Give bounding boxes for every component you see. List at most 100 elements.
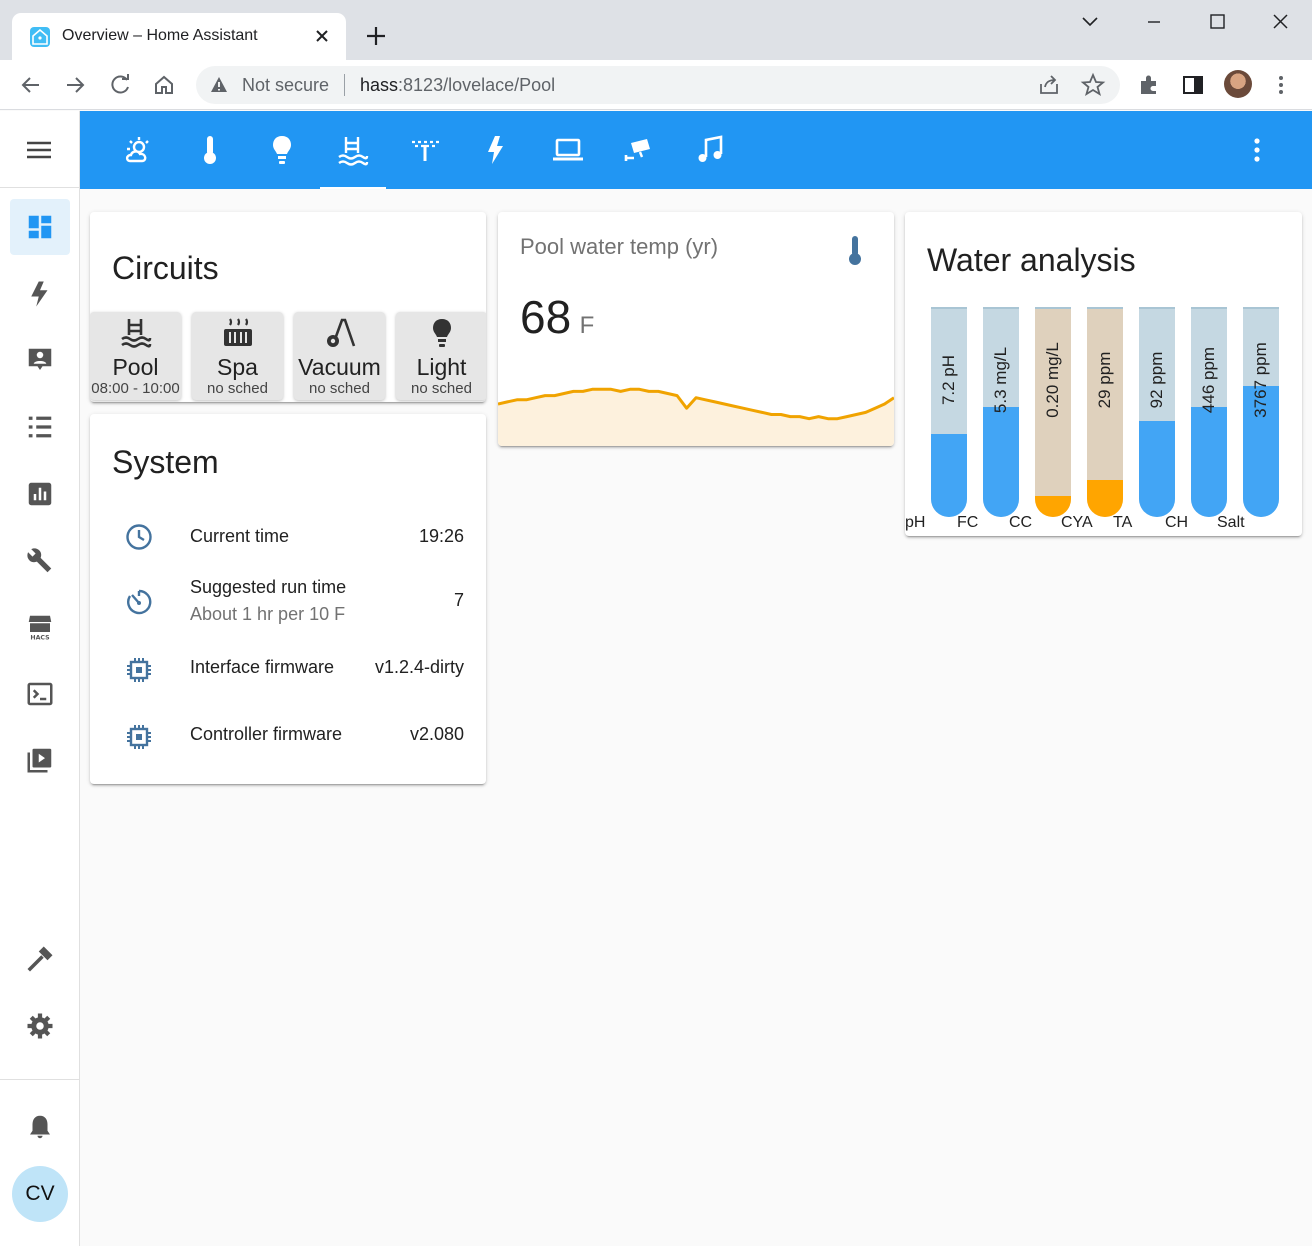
system-row-controller-firmware[interactable]: Controller firmware v2.080 (90, 719, 486, 759)
tab-sprinkler[interactable] (392, 111, 458, 189)
row-sublabel: About 1 hr per 10 F (190, 604, 346, 624)
tab-weather[interactable] (106, 111, 172, 189)
tab-energy[interactable] (463, 111, 529, 189)
close-tab-icon[interactable] (310, 24, 334, 48)
tab-temperature[interactable] (177, 111, 243, 189)
system-title: System (112, 444, 219, 480)
back-icon[interactable] (18, 72, 44, 98)
tube-reading: 3767 ppm (1251, 341, 1270, 418)
hot-tub-icon (224, 318, 252, 346)
browser-tab[interactable]: Overview – Home Assistant (12, 13, 346, 60)
tab-music[interactable] (678, 111, 744, 189)
overflow-menu-icon[interactable] (1240, 133, 1274, 167)
wrench-icon (27, 548, 52, 573)
tube-name: TA (1113, 514, 1133, 531)
tube-fill (1035, 496, 1071, 517)
forward-icon[interactable] (62, 72, 88, 98)
view-header (80, 111, 1312, 189)
sprinkler-icon (412, 140, 439, 161)
tube-name: Salt (1217, 514, 1245, 531)
pool-temp-reading: 68 F (520, 290, 594, 344)
profile-avatar[interactable] (1224, 70, 1252, 98)
side-panel-icon[interactable] (1180, 72, 1206, 98)
pool-icon (338, 137, 369, 166)
test-tube: 92 ppm (1139, 307, 1175, 517)
circuit-button-pool[interactable]: Pool 08:00 - 10:00 (90, 312, 181, 400)
circuit-button-light[interactable]: Light no sched (396, 312, 486, 400)
bookmark-star-icon[interactable] (1080, 72, 1106, 98)
address-bar[interactable]: Not secure hass:8123/lovelace/Pool (196, 66, 1120, 104)
tab-pool[interactable] (320, 111, 386, 189)
hacs-store-icon: HACS (28, 615, 52, 642)
menu-hamburger-icon[interactable] (24, 135, 54, 165)
tube-name: CYA (1061, 514, 1093, 531)
chip-icon (127, 658, 151, 682)
water-analysis-card: Water analysis 7.2 pH pH 5.3 mg/L FC 0.20 mg… (905, 212, 1302, 536)
url-text[interactable]: hass:8123/lovelace/Pool (360, 75, 555, 96)
pool-temp-title: Pool water temp (yr) (520, 234, 719, 259)
system-row-current-time[interactable]: Current time 19:26 (90, 518, 486, 558)
circuit-name: Light (416, 354, 467, 380)
sidebar-item-media[interactable] (10, 732, 70, 788)
circuit-schedule: no sched (411, 380, 472, 397)
sidebar-item-settings[interactable] (10, 998, 70, 1054)
clock-icon (126, 524, 152, 550)
minimize-icon[interactable] (1134, 8, 1174, 36)
sidebar-item-logbook[interactable] (10, 332, 70, 388)
sidebar-item-history[interactable] (10, 399, 70, 455)
cctv-icon (624, 139, 650, 161)
maximize-icon[interactable] (1197, 8, 1237, 36)
hammer-icon (27, 946, 53, 972)
warning-icon[interactable] (210, 76, 228, 94)
vacuum-icon (327, 318, 356, 347)
close-window-icon[interactable] (1260, 8, 1300, 36)
pool-temp-card[interactable]: Pool water temp (yr) 68 F (498, 212, 894, 446)
sidebar-item-terminal[interactable] (10, 666, 70, 722)
temperature-graph[interactable] (498, 362, 894, 446)
extensions-icon[interactable] (1136, 72, 1162, 98)
circuit-name: Vacuum (298, 354, 381, 380)
weather-partly-cloudy-icon (125, 137, 149, 163)
console-icon (27, 682, 53, 706)
play-box-multiple-icon (27, 748, 52, 773)
tab-search-icon[interactable] (1070, 8, 1110, 36)
system-row-suggested-run-time[interactable]: Suggested run time About 1 hr per 10 F 7 (90, 574, 486, 634)
svg-text:HACS: HACS (30, 635, 50, 642)
home-icon[interactable] (151, 72, 177, 98)
url-path: :8123/lovelace/Pool (398, 75, 556, 95)
sidebar-item-overview[interactable] (10, 199, 70, 255)
tube-reading: 29 ppm (1095, 351, 1114, 409)
tube-fill (1087, 479, 1123, 517)
dashboard-icon (28, 215, 52, 239)
share-icon[interactable] (1036, 72, 1062, 98)
sidebar-item-tools[interactable] (10, 533, 70, 589)
circuit-schedule: no sched (309, 380, 370, 397)
tab-cameras[interactable] (606, 111, 672, 189)
circuit-schedule: 08:00 - 10:00 (91, 380, 180, 397)
circuit-button-spa[interactable]: Spa no sched (192, 312, 283, 400)
sidebar-item-hacs[interactable]: HACS (10, 599, 70, 655)
tube-fill (1243, 385, 1279, 517)
reload-icon[interactable] (107, 72, 133, 98)
new-tab-icon[interactable] (362, 22, 390, 50)
row-value: 7 (453, 590, 464, 610)
circuit-button-vacuum[interactable]: Vacuum no sched (294, 312, 385, 400)
test-tube: 29 ppm (1087, 307, 1123, 517)
circuits-card: Circuits Pool 08:00 - 10:00 Spa no sched… (90, 212, 486, 402)
tube-reading: 446 ppm (1199, 346, 1218, 413)
sidebar-item-energy[interactable] (10, 266, 70, 322)
tab-computers[interactable] (535, 111, 601, 189)
browser-menu-icon[interactable] (1268, 72, 1294, 98)
home-assistant-favicon-icon (30, 27, 50, 47)
sidebar-item-developer-tools[interactable] (10, 931, 70, 987)
flash-icon (488, 136, 503, 164)
user-avatar[interactable]: CV (12, 1166, 68, 1222)
sidebar-item-statistics[interactable] (10, 466, 70, 522)
lightning-bolt-icon (31, 281, 48, 307)
tube-fill (1191, 406, 1227, 517)
tab-lights[interactable] (249, 111, 315, 189)
sidebar-item-notifications[interactable] (10, 1099, 70, 1155)
system-row-interface-firmware[interactable]: Interface firmware v1.2.4-dirty (90, 652, 486, 692)
security-label[interactable]: Not secure (242, 75, 330, 95)
lightbulb-icon (433, 319, 451, 347)
